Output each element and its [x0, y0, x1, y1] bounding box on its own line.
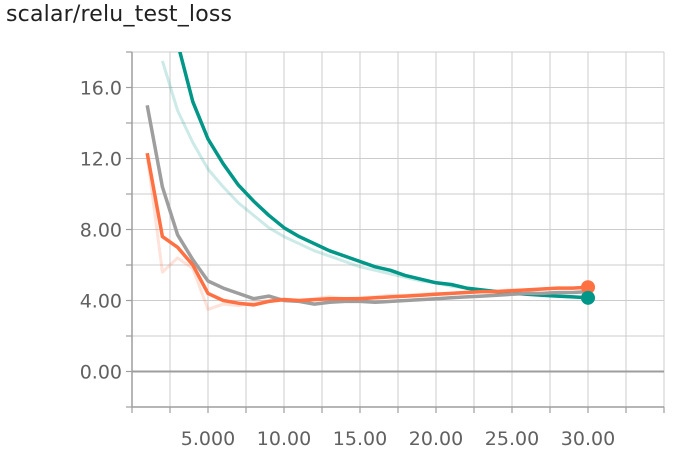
series-raw-line — [160, 60, 589, 300]
end-markers — [581, 280, 595, 305]
x-tick-label: 10.00 — [257, 428, 311, 450]
series-smoothed-line — [145, 152, 589, 307]
axes — [126, 51, 665, 413]
y-tick-label: 8.00 — [80, 220, 122, 242]
y-tick-label: 12.0 — [80, 149, 122, 171]
series-smoothed-line — [145, 104, 589, 306]
series-end-marker — [581, 290, 595, 305]
series-raw-line — [145, 154, 589, 311]
x-tick-label: 5.000 — [181, 428, 235, 450]
series-smoothed-line — [178, 52, 589, 300]
x-tick-label: 15.00 — [333, 428, 387, 450]
y-tick-label: 4.00 — [80, 291, 122, 313]
y-tick-label: 0.00 — [80, 362, 122, 384]
chart-title: scalar/relu_test_loss — [6, 2, 233, 27]
x-tick-label: 20.00 — [409, 428, 463, 450]
series-end-marker — [581, 280, 595, 295]
tick-labels: 0.00 4.00 8.00 12.0 16.0 5.000 10.00 15.00 20.00… — [80, 78, 616, 451]
x-tick-label: 25.00 — [485, 428, 539, 450]
grid-lines — [132, 51, 665, 408]
series-lines — [145, 52, 589, 311]
y-tick-label: 16.0 — [80, 78, 122, 100]
x-tick-label: 30.00 — [561, 428, 615, 450]
